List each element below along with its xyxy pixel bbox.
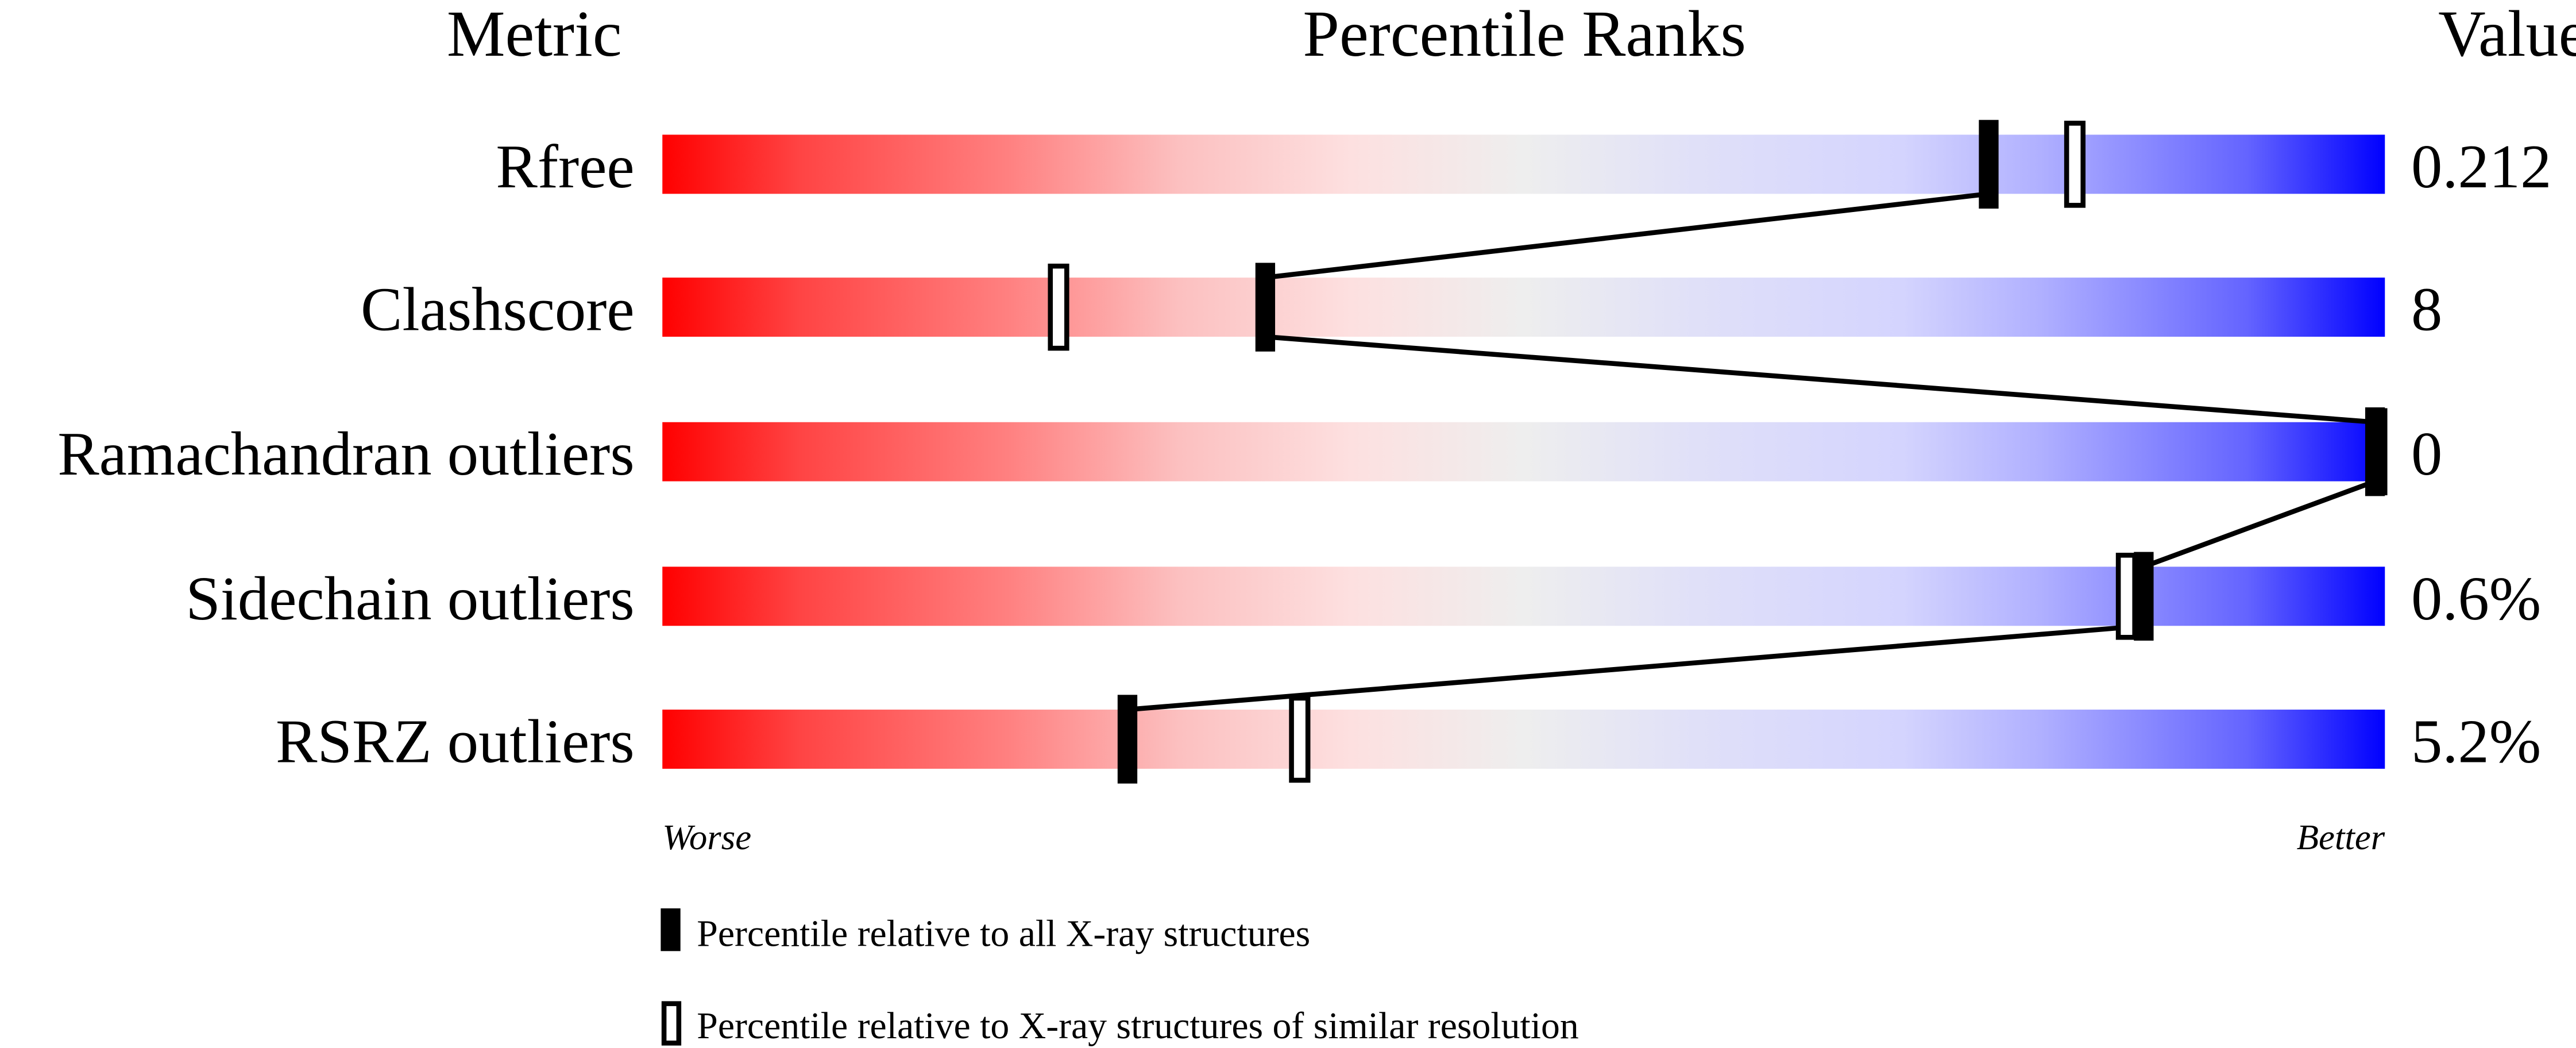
metric-label: Sidechain outliers — [186, 564, 634, 633]
header-percentile-ranks: Percentile Ranks — [1303, 0, 1746, 70]
legend-similar: Percentile relative to X-ray structures … — [697, 1005, 1578, 1047]
percentile-bar — [662, 567, 2385, 626]
similar-resolution-marker — [1048, 263, 1069, 351]
connector-line — [1265, 191, 1989, 280]
metric-value: 0.6% — [2411, 564, 2541, 633]
worse-label: Worse — [662, 817, 751, 857]
connector-line — [1265, 334, 2376, 425]
percentile-bar — [662, 422, 2385, 481]
metric-value: 0 — [2411, 419, 2442, 488]
legend-all: Percentile relative to all X-ray structu… — [697, 913, 1310, 955]
metric-value: 5.2% — [2411, 707, 2541, 776]
all-structures-marker — [2365, 407, 2385, 496]
metric-label: Rfree — [496, 132, 634, 201]
similar-resolution-marker — [2115, 553, 2137, 640]
legend-solid-marker-icon — [661, 908, 681, 951]
metric-value: 8 — [2411, 275, 2442, 344]
percentile-bar — [662, 134, 2385, 194]
header-value: Value — [2438, 0, 2576, 70]
percentile-bar — [662, 710, 2385, 769]
all-structures-marker — [1979, 120, 1999, 209]
metric-label: RSRZ outliers — [276, 707, 635, 776]
connector-line — [2142, 479, 2376, 569]
metric-value: 0.212 — [2411, 132, 2551, 201]
legend-hollow-marker-icon — [661, 1001, 682, 1046]
connector-line — [1127, 623, 2144, 712]
metric-label: Ramachandran outliers — [57, 419, 634, 488]
similar-resolution-marker — [2064, 121, 2086, 208]
all-structures-marker — [1117, 695, 1138, 784]
all-structures-marker — [2134, 552, 2154, 641]
percentile-bar — [662, 278, 2385, 337]
header-metric: Metric — [447, 0, 622, 70]
all-structures-marker — [1255, 263, 1276, 352]
better-label: Better — [2297, 817, 2385, 857]
metric-label: Clashscore — [361, 275, 635, 344]
similar-resolution-marker — [1289, 695, 1311, 783]
